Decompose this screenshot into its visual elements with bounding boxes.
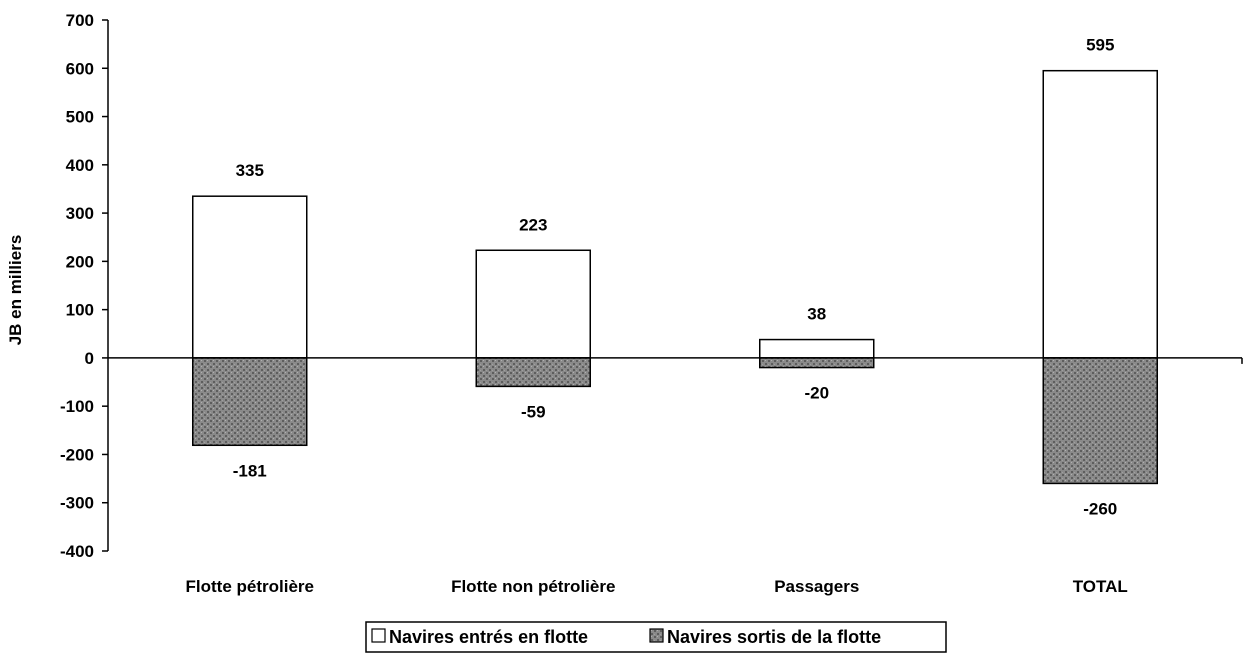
category-labels: Flotte pétrolière Flotte non pétrolière Pa…	[186, 577, 1128, 596]
data-label-entres: 335	[236, 161, 264, 180]
bar-entres-1	[475, 249, 591, 359]
data-labels: 335 -181 223 -59 38 -20 595 -260	[233, 36, 1118, 519]
data-label-entres: 223	[519, 215, 547, 234]
data-label-entres: 595	[1086, 36, 1114, 55]
y-tick-label: 400	[66, 156, 94, 175]
bar-entres-0	[192, 195, 308, 359]
category-label: TOTAL	[1073, 577, 1128, 596]
y-axis-title: JB en milliers	[6, 235, 25, 346]
bars	[192, 69, 1158, 485]
y-tick-label: 600	[66, 59, 94, 78]
category-label: Flotte pétrolière	[186, 577, 314, 596]
data-label-entres: 38	[807, 305, 826, 324]
bar-sortis-2	[759, 357, 875, 369]
y-tick-label: -100	[60, 397, 94, 416]
y-tick-label: -300	[60, 494, 94, 513]
y-tick-label: 500	[66, 108, 94, 127]
legend: Navires entrés en flotte Navires sortis …	[365, 621, 947, 653]
bar-sortis-3	[1042, 357, 1158, 485]
y-tick-label: 300	[66, 204, 94, 223]
y-axis: 700 600 500 400 300 200 100 0 -100 -200 -300 -400	[60, 11, 109, 561]
data-label-sortis: -260	[1083, 499, 1117, 518]
data-label-sortis: -181	[233, 461, 267, 480]
legend-swatch-entres	[371, 628, 386, 643]
zero-line	[108, 357, 1243, 364]
legend-label-sortis: Navires sortis de la flotte	[667, 627, 881, 647]
y-tick-label: 100	[66, 301, 94, 320]
category-label: Flotte non pétrolière	[451, 577, 615, 596]
y-tick-label: -200	[60, 445, 94, 464]
bar-sortis-1	[475, 357, 591, 388]
y-tick-label: 200	[66, 252, 94, 271]
y-tick-label: 700	[66, 11, 94, 30]
y-tick-label: 0	[85, 349, 94, 368]
bar-sortis-0	[192, 357, 308, 447]
bar-entres-3	[1042, 69, 1158, 359]
data-label-sortis: -59	[521, 402, 546, 421]
bar-entres-2	[759, 338, 875, 359]
legend-swatch-sortis	[649, 628, 664, 643]
y-tick-label: -400	[60, 542, 94, 561]
data-label-sortis: -20	[804, 384, 829, 403]
category-label: Passagers	[774, 577, 859, 596]
legend-label-entres: Navires entrés en flotte	[389, 627, 588, 647]
